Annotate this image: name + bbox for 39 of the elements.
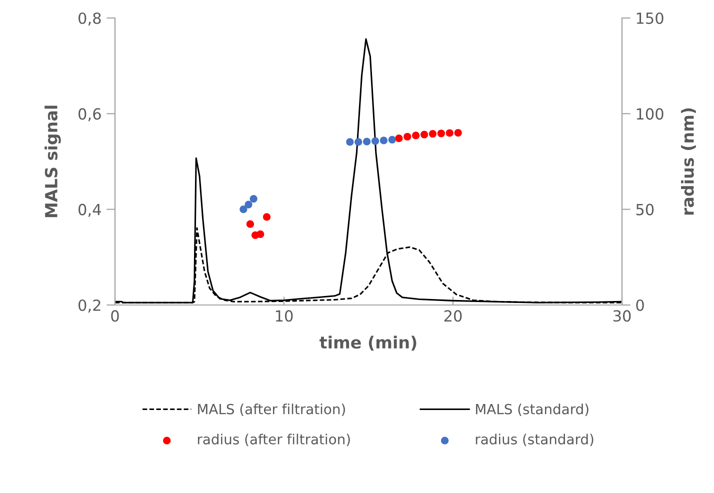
point xyxy=(363,138,371,146)
x-tick-label: 0 xyxy=(111,310,119,322)
point xyxy=(354,138,362,146)
point xyxy=(428,130,437,138)
y2-tick-label: 50 xyxy=(636,204,654,216)
legend-label: radius (after filtration) xyxy=(198,434,350,446)
point xyxy=(388,136,396,144)
y-tick-label: 0,8 xyxy=(78,12,101,26)
y-axis-title: MALS signal xyxy=(44,106,61,218)
point xyxy=(380,136,388,144)
x-tick-label: 10 xyxy=(276,310,293,322)
point xyxy=(256,230,264,238)
point xyxy=(240,206,248,214)
y-tick-label: 0,2 xyxy=(78,299,100,313)
legend-label: MALS (after filtration) xyxy=(198,404,345,416)
point xyxy=(437,130,445,138)
point xyxy=(246,220,254,228)
point xyxy=(404,132,412,140)
x-axis-title: time (min) xyxy=(320,336,416,351)
point xyxy=(250,195,258,203)
y2-tick-label: 0 xyxy=(636,299,644,312)
legend-label: radius (standard) xyxy=(476,434,594,446)
x-tick-label: 20 xyxy=(444,310,462,322)
point xyxy=(412,132,420,140)
y2-tick-label: 100 xyxy=(636,108,664,120)
point xyxy=(395,134,403,142)
legend-label: MALS (standard) xyxy=(476,404,588,416)
point xyxy=(262,213,271,221)
y2-tick-label: 150 xyxy=(636,12,664,24)
y-tick-label: 0,6 xyxy=(78,108,101,122)
point xyxy=(346,138,354,146)
y-tick-label: 0,4 xyxy=(78,204,101,217)
point xyxy=(371,137,380,145)
point xyxy=(446,129,454,137)
x-tick-label: 30 xyxy=(613,310,631,322)
point xyxy=(454,128,462,137)
point xyxy=(244,200,252,208)
point xyxy=(420,130,428,138)
y2-axis-title: radius (nm) xyxy=(681,108,696,215)
